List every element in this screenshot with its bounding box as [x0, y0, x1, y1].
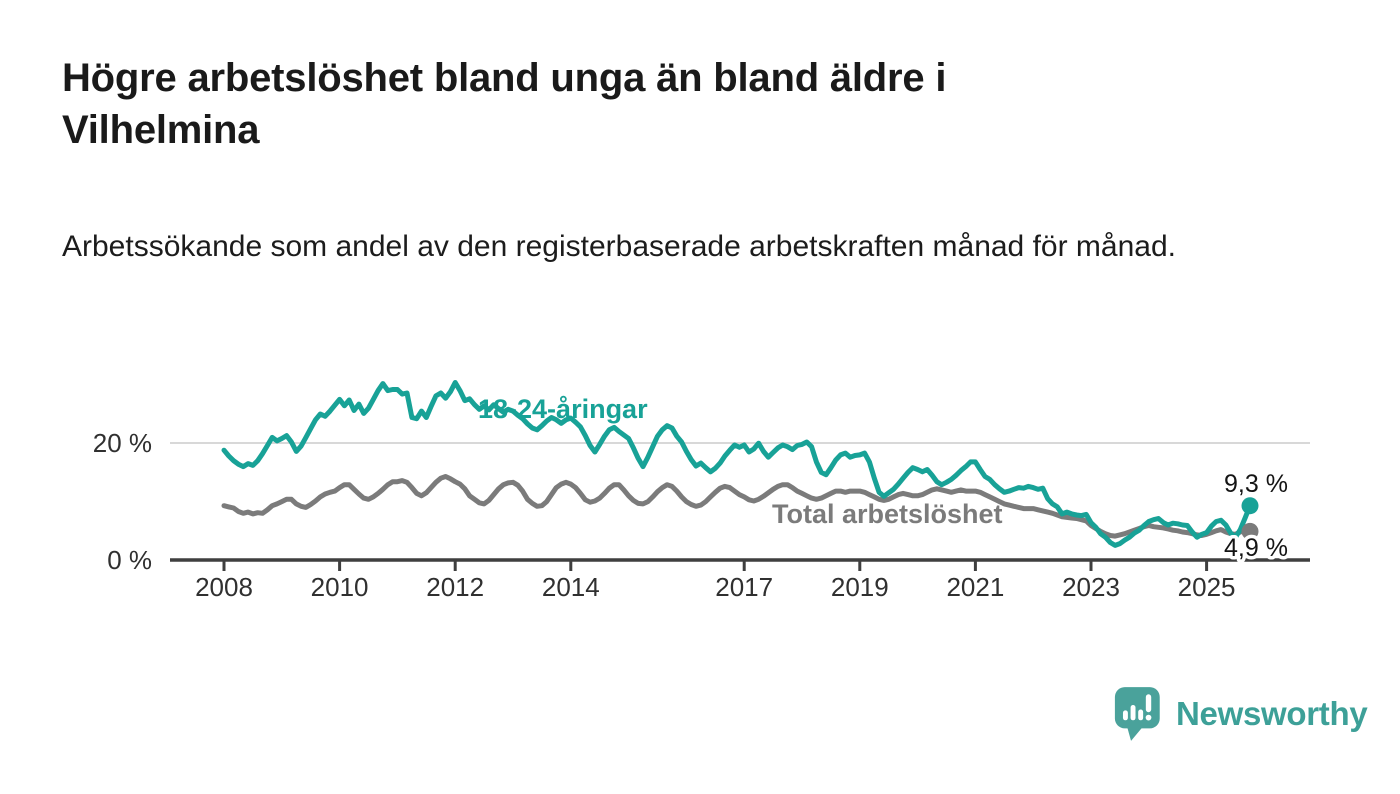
series-label-youth: 18-24-åringar	[478, 394, 648, 424]
end-dot-youth	[1241, 497, 1259, 515]
x-tick-label-2012: 2012	[426, 572, 484, 602]
logo-exclamation-bar	[1145, 694, 1152, 713]
x-tick-label-2010: 2010	[311, 572, 369, 602]
line-youth	[221, 380, 1253, 548]
subtitle: Arbetssökande som andel av den registerb…	[62, 230, 1176, 263]
series-end-dots	[1241, 497, 1259, 540]
logo-bubble-tail	[1126, 724, 1145, 741]
line-total	[221, 474, 1253, 539]
series-label-total: Total arbetslöshet	[772, 499, 1003, 529]
newsworthy-logo-text: Newsworthy	[1176, 695, 1368, 732]
newsworthy-logo-icon	[1114, 687, 1160, 741]
logo-bar-2	[1130, 705, 1136, 721]
x-tick-label-2025: 2025	[1178, 572, 1236, 602]
x-tick-label-2019: 2019	[831, 572, 889, 602]
chart-series-lines	[221, 380, 1253, 548]
y-tick-label-0: 0 %	[107, 545, 152, 575]
x-tick-label-2023: 2023	[1062, 572, 1120, 602]
newsworthy-logo: Newsworthy	[1114, 684, 1368, 744]
x-tick-label-2017: 2017	[715, 572, 773, 602]
end-value-label-total: 4,9 %	[1224, 534, 1288, 562]
x-tick-label-2014: 2014	[542, 572, 600, 602]
end-value-label-youth: 9,3 %	[1224, 470, 1288, 498]
logo-exclamation-dot	[1145, 714, 1152, 721]
y-tick-label-20: 20 %	[93, 428, 152, 458]
logo-bubble-body	[1114, 687, 1160, 729]
headline: Högre arbetslöshet bland unga än bland ä…	[62, 56, 947, 152]
x-tick-label-2021: 2021	[946, 572, 1004, 602]
x-axis-ticks: 2008 2010 2012 2014 2017 2019 2021 2023 2025	[195, 559, 1236, 602]
end-dot-total	[1241, 522, 1259, 540]
logo-bar-1	[1122, 710, 1128, 721]
logo-bar-3	[1138, 709, 1144, 721]
x-tick-label-2008: 2008	[195, 572, 253, 602]
